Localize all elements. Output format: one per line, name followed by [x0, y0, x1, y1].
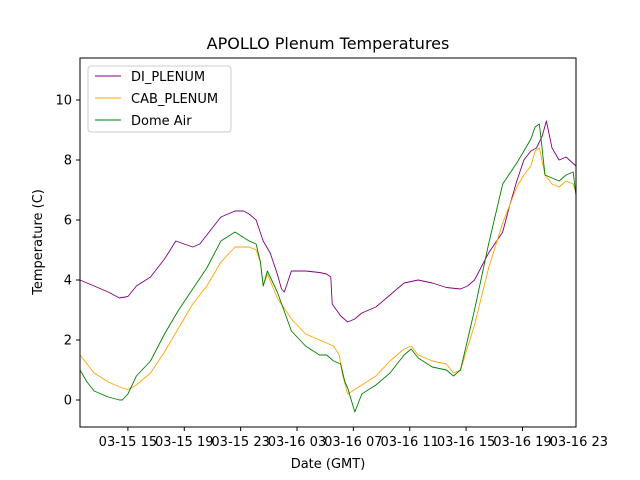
y-axis-label: Temperature (C): [31, 189, 46, 296]
y-tick-label: 6: [64, 214, 72, 229]
series-line-cab-plenum: [79, 147, 577, 395]
x-tick-label: 03-16 23: [550, 435, 608, 450]
y-tick-label: 8: [64, 154, 72, 169]
axes-frame: [79, 57, 577, 428]
x-tick-label: 03-16 11: [381, 435, 439, 450]
x-tick-label: 03-15 19: [155, 435, 213, 450]
x-tick-label: 03-16 03: [268, 435, 326, 450]
legend-box: [87, 65, 232, 133]
x-axis-label: Date (GMT): [291, 457, 366, 472]
legend: DI_PLENUM CAB_PLENUM Dome Air: [87, 65, 232, 133]
y-tick-label: 4: [64, 274, 72, 289]
legend-label: Dome Air: [131, 114, 192, 129]
x-tick-label: 03-16 07: [324, 435, 382, 450]
x-tick-label: 03-16 19: [493, 435, 551, 450]
y-tick-label: 10: [55, 94, 72, 109]
y-tick-label: 2: [64, 334, 72, 349]
series-line-dome-air: [79, 123, 577, 413]
series-line-di-plenum: [79, 120, 577, 323]
x-tick-label: 03-15 23: [211, 435, 269, 450]
plot-area: [79, 120, 577, 413]
y-axis-ticks: 0 2 4 6 8 10: [55, 94, 80, 409]
x-tick-label: 03-15 15: [99, 435, 157, 450]
y-tick-label: 0: [64, 394, 72, 409]
chart-title: APOLLO Plenum Temperatures: [207, 34, 450, 53]
legend-label: DI_PLENUM: [131, 70, 205, 85]
x-tick-label: 03-16 15: [437, 435, 495, 450]
legend-label: CAB_PLENUM: [131, 92, 218, 107]
